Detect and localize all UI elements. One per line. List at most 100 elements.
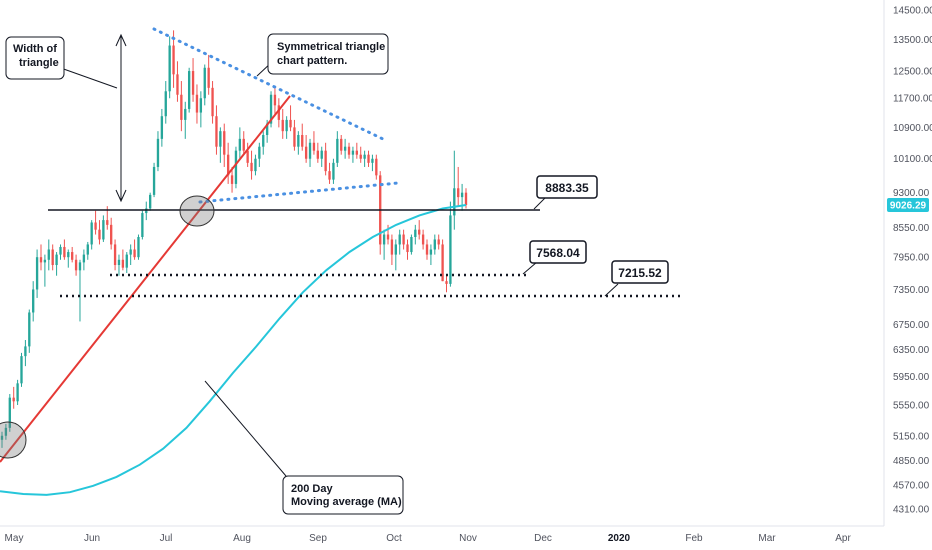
time-tick-label: Dec (534, 533, 552, 544)
candle-body (113, 244, 117, 266)
candle-body (347, 146, 351, 155)
candle-body (421, 234, 425, 245)
svg-text:Moving average (MA): Moving average (MA) (291, 496, 402, 508)
level-value-label: 7568.04 (536, 246, 580, 260)
candle-body (78, 262, 82, 271)
candle-body (141, 213, 144, 237)
candle-body (82, 254, 86, 263)
candle-body (125, 254, 128, 268)
candle-body (110, 224, 113, 245)
candle-body (145, 208, 148, 214)
time-axis[interactable]: May Jun Jul Aug Sep Oct Nov Dec 2020 Feb Mar Apr (5, 533, 852, 544)
candle-body (187, 71, 191, 109)
candle-body (160, 116, 164, 139)
candle-body (51, 249, 54, 266)
candle-body (172, 45, 175, 75)
candle-body (375, 158, 378, 176)
candle-body (312, 142, 316, 151)
price-tick-label: 8550.00 (893, 223, 930, 234)
candle-body (176, 74, 179, 95)
candle-body (242, 138, 245, 151)
candle-body (102, 220, 105, 240)
candle-body (74, 259, 78, 271)
price-tick-label: 7950.00 (893, 253, 930, 264)
svg-text:Symmetrical triangle: Symmetrical triangle (277, 41, 385, 53)
time-tick-label: Jul (160, 533, 173, 544)
price-tick-label: 6350.00 (893, 345, 930, 356)
candle-body (199, 98, 203, 113)
candle-body (402, 234, 405, 245)
candle-body (386, 234, 390, 240)
triangle-lower-boundary (198, 181, 400, 204)
candle-body (16, 383, 19, 402)
candle-body (406, 244, 409, 253)
candle-body (230, 175, 234, 184)
candle-body (425, 244, 429, 255)
candle-body (433, 239, 436, 250)
candle-body (223, 131, 226, 155)
candle-body (460, 192, 464, 198)
candle-body (258, 146, 261, 159)
candle-body (414, 229, 417, 237)
candle-body (297, 134, 300, 147)
price-tick-label: 13500.00 (893, 35, 932, 46)
candle-body (168, 45, 171, 92)
callout-text-line: Moving average (MA) (291, 496, 402, 508)
time-tick-label: 2020 (608, 533, 631, 544)
candle-body (207, 67, 210, 88)
candle-body (262, 134, 265, 147)
time-tick-label: Apr (835, 533, 851, 544)
time-tick-label: Feb (685, 533, 703, 544)
candle-body (59, 246, 62, 255)
callout-text-line: 200 Day (291, 483, 333, 495)
candle-body (12, 397, 15, 402)
candle-body (152, 166, 156, 195)
callout-width-of-triangle: Width of triangle (5, 36, 118, 89)
level-value-label: 7215.52 (618, 266, 662, 280)
callout-moving-average: 200 Day Moving average (MA) (204, 380, 404, 515)
candle-body (28, 312, 31, 347)
candle-body (8, 397, 11, 428)
candle-body (254, 158, 257, 172)
candle-body (343, 146, 347, 151)
candle-body (324, 150, 327, 172)
candle-body (43, 259, 47, 263)
level-value-label: 8883.35 (545, 181, 589, 195)
price-tick-label: 4850.00 (893, 456, 930, 467)
price-tick-label: 5550.00 (893, 400, 930, 411)
price-tick-label: 12500.00 (893, 67, 932, 78)
candle-body (355, 150, 358, 155)
moving-average-line (0, 204, 467, 496)
candle-body (382, 234, 386, 245)
candle-body (304, 146, 308, 159)
candle-body (32, 289, 35, 313)
candle-body (308, 142, 312, 159)
candle-body (90, 222, 93, 245)
highlight-circle-breakout (179, 195, 215, 227)
candle-body (285, 119, 288, 132)
candle-body (464, 192, 468, 205)
candle-body (390, 239, 394, 255)
candle-body (148, 194, 152, 209)
candle-body (359, 154, 362, 159)
candle-body (445, 281, 448, 284)
svg-text:chart pattern.: chart pattern. (277, 55, 347, 67)
candle-body (211, 87, 214, 117)
candle-body (24, 346, 27, 357)
candle-body (180, 94, 183, 120)
callout-text-line: triangle (19, 57, 59, 69)
candle-body (226, 154, 230, 176)
time-tick-label: Aug (233, 533, 251, 544)
candle-body (363, 154, 366, 159)
candle-body (137, 236, 140, 258)
candle-body (238, 138, 242, 151)
uptrend-line (0, 95, 291, 463)
candle-body (351, 150, 355, 155)
candle-body (94, 222, 97, 230)
price-axis[interactable]: 14500.00 13500.00 12500.00 11700.00 10900.00… (893, 6, 932, 516)
price-tick-label: 7350.00 (893, 285, 930, 296)
candle-body (35, 257, 39, 290)
candle-body (457, 188, 460, 198)
price-tick-label: 14500.00 (893, 6, 932, 17)
